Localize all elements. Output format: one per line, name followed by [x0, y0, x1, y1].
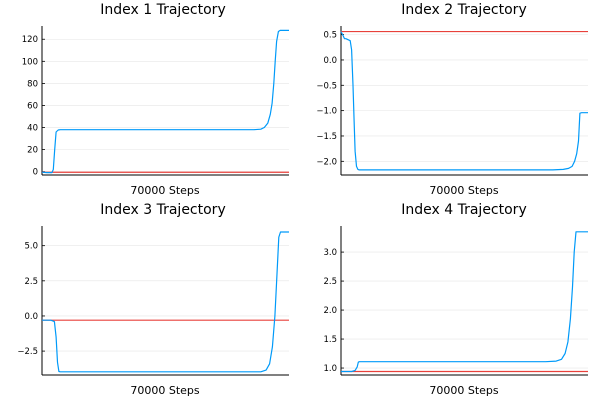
- panel-4: Index 4 Trajectory 3.0 2.5 2.0 1.5 1.0 70000…: [323, 202, 588, 397]
- y-tick-label: 1.0: [323, 364, 337, 374]
- y-tick-label: 0.5: [323, 31, 337, 41]
- series-line: [41, 29, 289, 174]
- y-tick-label: −2.5: [17, 347, 38, 357]
- y-tick-label: 120: [22, 35, 38, 45]
- y-tick-label: 80: [27, 79, 38, 89]
- panel-2-plot-area: 0.5 0.0 −0.5 −1.0 −1.5 −2.0: [316, 26, 588, 176]
- y-tick-label: 40: [27, 124, 38, 134]
- y-tick-label: 20: [27, 146, 38, 156]
- panel-1-plot-area: 0 20 40 60 80 100 120: [22, 26, 289, 178]
- panel-2-x-axis-label: 70000 Steps: [429, 184, 499, 197]
- series-line: [42, 231, 289, 373]
- y-tick-label: 0: [33, 168, 38, 178]
- panel-2: Index 2 Trajectory 0.5 0.0 −0.5 −1.0 −1.5 −2.…: [316, 2, 588, 197]
- panel-3-plot-area: 5.0 2.5 0.0 −2.5: [17, 226, 289, 376]
- y-tick-label: 100: [22, 57, 38, 67]
- panel-4-x-axis-label: 70000 Steps: [429, 384, 499, 397]
- y-tick-label: 2.0: [323, 306, 337, 316]
- y-tick-label: 3.0: [323, 248, 337, 258]
- panel-2-title: Index 2 Trajectory: [401, 2, 526, 18]
- y-tick-label: 0.0: [323, 56, 337, 66]
- panel-4-title: Index 4 Trajectory: [401, 202, 526, 218]
- y-tick-label: 1.5: [323, 335, 337, 345]
- series-line: [341, 231, 588, 373]
- series-line: [340, 31, 588, 171]
- y-tick-label: 2.5: [24, 277, 38, 287]
- y-tick-label: −0.5: [316, 81, 337, 91]
- y-tick-label: 0.0: [24, 312, 38, 322]
- panel-1-title: Index 1 Trajectory: [100, 2, 225, 18]
- panel-1: Index 1 Trajectory 0 20 40 60 80 100 120 70000…: [22, 2, 289, 197]
- y-tick-label: −1.5: [316, 132, 337, 142]
- y-tick-label: −1.0: [316, 107, 337, 117]
- panel-4-plot-area: 3.0 2.5 2.0 1.5 1.0: [323, 226, 588, 376]
- panel-3-x-axis-label: 70000 Steps: [130, 384, 200, 397]
- panel-1-x-axis-label: 70000 Steps: [130, 184, 200, 197]
- y-tick-label: 5.0: [24, 242, 38, 252]
- y-tick-label: −2.0: [316, 157, 337, 167]
- y-tick-label: 2.5: [323, 277, 337, 287]
- panel-3: Index 3 Trajectory 5.0 2.5 0.0 −2.5 70000 S…: [17, 202, 289, 397]
- panel-3-title: Index 3 Trajectory: [100, 202, 225, 218]
- y-tick-label: 60: [27, 101, 38, 111]
